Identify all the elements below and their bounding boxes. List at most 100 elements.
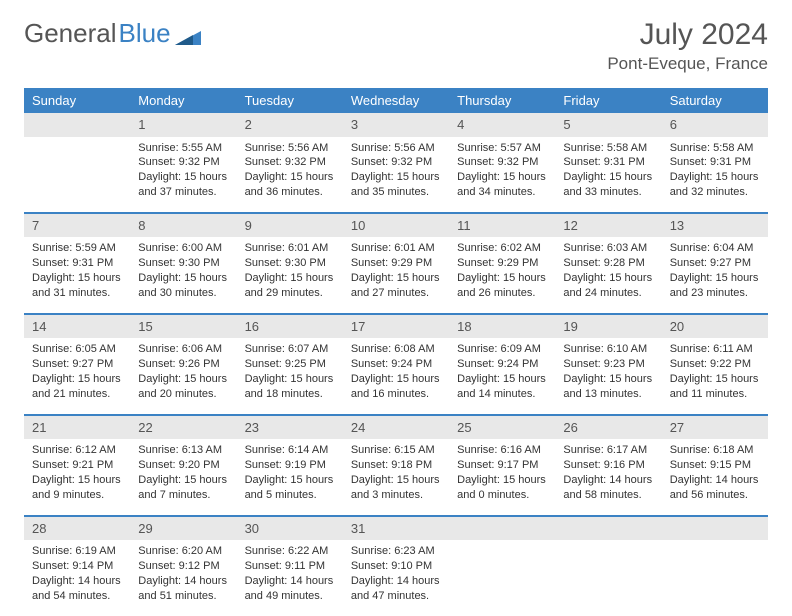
day-info-line: Daylight: 14 hours bbox=[32, 574, 122, 589]
day-info-line: Sunset: 9:32 PM bbox=[457, 155, 547, 170]
day-info-line: Sunset: 9:16 PM bbox=[563, 458, 653, 473]
brand-part2: Blue bbox=[119, 18, 171, 49]
day-number: 26 bbox=[555, 415, 661, 440]
weekday-header: Tuesday bbox=[237, 88, 343, 113]
day-info-line: Daylight: 14 hours bbox=[351, 574, 441, 589]
day-info-line: and 3 minutes. bbox=[351, 488, 441, 503]
day-info-line: and 24 minutes. bbox=[563, 286, 653, 301]
day-info-line: Sunset: 9:24 PM bbox=[351, 357, 441, 372]
day-info-line: Daylight: 15 hours bbox=[138, 170, 228, 185]
day-info-line: Sunset: 9:20 PM bbox=[138, 458, 228, 473]
day-info-line: Sunset: 9:12 PM bbox=[138, 559, 228, 574]
day-info-line: Sunset: 9:17 PM bbox=[457, 458, 547, 473]
day-info-line: Sunrise: 6:20 AM bbox=[138, 544, 228, 559]
day-info-line: and 56 minutes. bbox=[670, 488, 760, 503]
day-info-line: and 49 minutes. bbox=[245, 589, 335, 604]
day-info-line: Sunrise: 6:19 AM bbox=[32, 544, 122, 559]
day-info-line: Sunrise: 6:15 AM bbox=[351, 443, 441, 458]
day-cell: Sunrise: 6:15 AMSunset: 9:18 PMDaylight:… bbox=[343, 439, 449, 515]
day-number: 30 bbox=[237, 516, 343, 541]
weekday-header: Wednesday bbox=[343, 88, 449, 113]
day-info-line: Daylight: 15 hours bbox=[245, 372, 335, 387]
day-number: 28 bbox=[24, 516, 130, 541]
day-info-line: Daylight: 14 hours bbox=[245, 574, 335, 589]
day-number: 9 bbox=[237, 213, 343, 238]
day-cell: Sunrise: 5:58 AMSunset: 9:31 PMDaylight:… bbox=[555, 137, 661, 213]
day-info-line: and 23 minutes. bbox=[670, 286, 760, 301]
day-info-line: and 34 minutes. bbox=[457, 185, 547, 200]
day-info-line: Sunset: 9:11 PM bbox=[245, 559, 335, 574]
day-info-line: Sunrise: 6:18 AM bbox=[670, 443, 760, 458]
day-info-line: and 36 minutes. bbox=[245, 185, 335, 200]
day-info-line: and 0 minutes. bbox=[457, 488, 547, 503]
day-info-line: Sunrise: 5:58 AM bbox=[670, 141, 760, 156]
day-info-line: Daylight: 15 hours bbox=[32, 473, 122, 488]
day-info-line: Daylight: 15 hours bbox=[245, 170, 335, 185]
day-info-line: Sunrise: 6:00 AM bbox=[138, 241, 228, 256]
day-info-line: Daylight: 14 hours bbox=[563, 473, 653, 488]
calendar-table: Sunday Monday Tuesday Wednesday Thursday… bbox=[24, 88, 768, 616]
weekday-header: Monday bbox=[130, 88, 236, 113]
day-info-line: Sunset: 9:28 PM bbox=[563, 256, 653, 271]
day-cell: Sunrise: 6:03 AMSunset: 9:28 PMDaylight:… bbox=[555, 237, 661, 313]
day-info-line: Daylight: 15 hours bbox=[138, 473, 228, 488]
day-info-line: Daylight: 15 hours bbox=[670, 271, 760, 286]
day-info-line: and 31 minutes. bbox=[32, 286, 122, 301]
day-cell: Sunrise: 6:12 AMSunset: 9:21 PMDaylight:… bbox=[24, 439, 130, 515]
day-info-line: Daylight: 15 hours bbox=[457, 271, 547, 286]
day-info-line: Daylight: 15 hours bbox=[351, 170, 441, 185]
day-info-line: Sunrise: 6:11 AM bbox=[670, 342, 760, 357]
day-info-line: Sunrise: 5:58 AM bbox=[563, 141, 653, 156]
day-info-line: Daylight: 15 hours bbox=[670, 170, 760, 185]
day-number-row: 78910111213 bbox=[24, 213, 768, 238]
day-info-line: Sunrise: 6:22 AM bbox=[245, 544, 335, 559]
day-info-line: and 18 minutes. bbox=[245, 387, 335, 402]
day-info-line: Sunrise: 6:16 AM bbox=[457, 443, 547, 458]
day-info-line: Sunset: 9:19 PM bbox=[245, 458, 335, 473]
day-number: 15 bbox=[130, 314, 236, 339]
day-cell: Sunrise: 6:23 AMSunset: 9:10 PMDaylight:… bbox=[343, 540, 449, 615]
day-number: 2 bbox=[237, 113, 343, 137]
day-info-line: Sunrise: 6:12 AM bbox=[32, 443, 122, 458]
day-cell: Sunrise: 6:06 AMSunset: 9:26 PMDaylight:… bbox=[130, 338, 236, 414]
day-number: 10 bbox=[343, 213, 449, 238]
day-cell: Sunrise: 6:00 AMSunset: 9:30 PMDaylight:… bbox=[130, 237, 236, 313]
day-info-line: Sunrise: 6:08 AM bbox=[351, 342, 441, 357]
day-info-line: and 54 minutes. bbox=[32, 589, 122, 604]
day-number: 25 bbox=[449, 415, 555, 440]
day-cell: Sunrise: 5:55 AMSunset: 9:32 PMDaylight:… bbox=[130, 137, 236, 213]
day-number: 21 bbox=[24, 415, 130, 440]
day-content-row: Sunrise: 5:59 AMSunset: 9:31 PMDaylight:… bbox=[24, 237, 768, 313]
day-info-line: and 37 minutes. bbox=[138, 185, 228, 200]
day-number-row: 123456 bbox=[24, 113, 768, 137]
day-info-line: and 35 minutes. bbox=[351, 185, 441, 200]
day-info-line: Sunset: 9:31 PM bbox=[32, 256, 122, 271]
day-info-line: Sunset: 9:18 PM bbox=[351, 458, 441, 473]
day-number: 14 bbox=[24, 314, 130, 339]
day-cell: Sunrise: 6:13 AMSunset: 9:20 PMDaylight:… bbox=[130, 439, 236, 515]
day-info-line: Sunset: 9:27 PM bbox=[32, 357, 122, 372]
day-cell: Sunrise: 6:01 AMSunset: 9:30 PMDaylight:… bbox=[237, 237, 343, 313]
day-info-line: and 5 minutes. bbox=[245, 488, 335, 503]
day-cell: Sunrise: 6:16 AMSunset: 9:17 PMDaylight:… bbox=[449, 439, 555, 515]
day-info-line: Sunrise: 6:17 AM bbox=[563, 443, 653, 458]
day-cell: Sunrise: 6:05 AMSunset: 9:27 PMDaylight:… bbox=[24, 338, 130, 414]
day-info-line: and 32 minutes. bbox=[670, 185, 760, 200]
day-info-line: Sunrise: 6:01 AM bbox=[351, 241, 441, 256]
day-number: 29 bbox=[130, 516, 236, 541]
day-number: 18 bbox=[449, 314, 555, 339]
day-number bbox=[555, 516, 661, 541]
day-cell: Sunrise: 6:04 AMSunset: 9:27 PMDaylight:… bbox=[662, 237, 768, 313]
day-info-line: Daylight: 15 hours bbox=[670, 372, 760, 387]
day-number: 20 bbox=[662, 314, 768, 339]
day-number: 23 bbox=[237, 415, 343, 440]
day-number bbox=[449, 516, 555, 541]
day-number: 12 bbox=[555, 213, 661, 238]
day-content-row: Sunrise: 6:05 AMSunset: 9:27 PM Daylight:… bbox=[24, 338, 768, 414]
day-info-line: Daylight: 15 hours bbox=[563, 271, 653, 286]
day-info-line: Sunrise: 6:05 AM bbox=[32, 342, 122, 357]
day-number: 11 bbox=[449, 213, 555, 238]
day-info-line: and 29 minutes. bbox=[245, 286, 335, 301]
weekday-header: Friday bbox=[555, 88, 661, 113]
day-number bbox=[662, 516, 768, 541]
